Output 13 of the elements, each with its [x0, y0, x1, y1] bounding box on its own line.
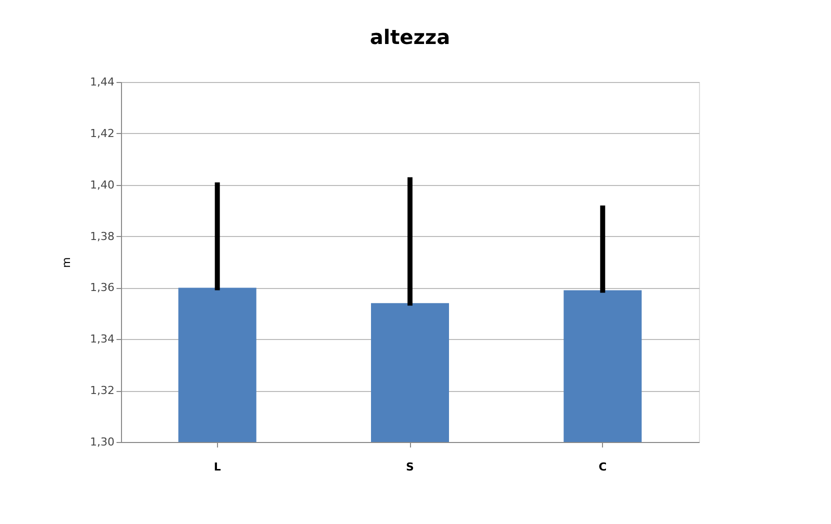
- y-axis-title: m: [60, 257, 74, 268]
- x-tick-label: S: [406, 460, 414, 474]
- y-tick-label: 1,40: [90, 178, 114, 192]
- x-tick-label: C: [598, 460, 607, 474]
- y-tick-label: 1,42: [90, 126, 114, 140]
- y-tick-label: 1,32: [90, 384, 114, 398]
- x-tick-label: L: [214, 460, 221, 474]
- y-tick-label: 1,38: [90, 230, 114, 243]
- y-tick-label: 1,36: [90, 281, 114, 294]
- chart-title: altezza: [370, 25, 450, 49]
- y-tick-label: 1,30: [90, 436, 114, 448]
- y-tick-label: 1,44: [90, 76, 114, 88]
- y-tick-label: 1,34: [90, 332, 114, 346]
